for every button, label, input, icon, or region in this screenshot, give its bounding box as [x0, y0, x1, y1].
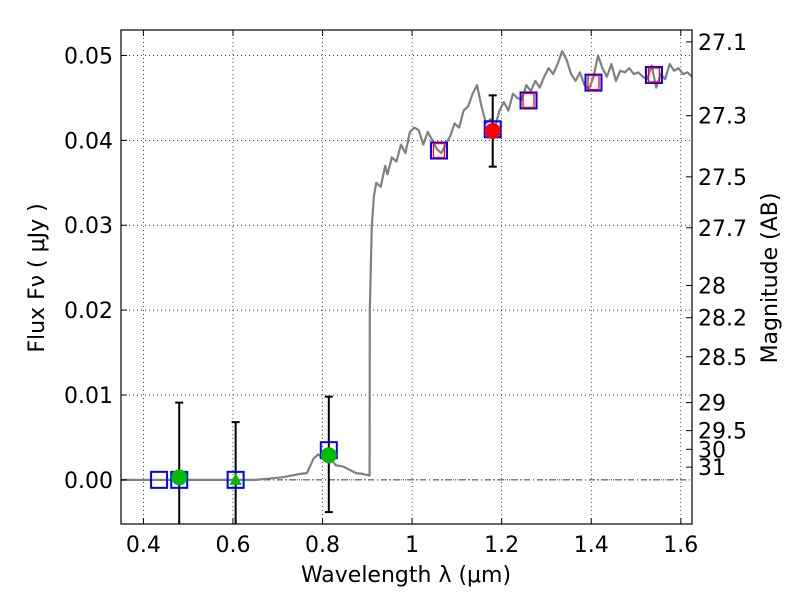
y-tick-label: 0.04: [64, 129, 113, 154]
model-flux-square: [150, 470, 169, 489]
x-tick-label: 0.6: [215, 533, 250, 558]
magnitude-tick-label: 27.5: [698, 166, 747, 191]
magnitude-tick-label: 27.3: [698, 105, 747, 130]
y-tick-label: 0.00: [64, 469, 113, 494]
y2-axis-title: Magnitude (AB): [758, 193, 783, 364]
observed-flux-point: [171, 469, 188, 486]
model-flux-square: [519, 91, 538, 110]
model-flux-square: [584, 73, 603, 92]
model-flux-square: [226, 470, 245, 489]
magnitude-tick-label: 30: [698, 438, 726, 463]
upper-limit-square: [587, 74, 600, 91]
x-axis-title: Wavelength λ (μm): [301, 563, 511, 588]
triangle-marker: [229, 472, 242, 485]
upper-limit-square: [432, 142, 446, 159]
magnitude-tick-label: 28.2: [698, 307, 747, 332]
sed-layer: [121, 50, 693, 481]
upper-limit-square: [647, 67, 661, 83]
y-axis-title: Flux Fν ( μJy ): [25, 203, 50, 352]
y-tick-label: 0.05: [64, 44, 113, 69]
observed-flux-point: [320, 447, 337, 464]
plot-frame: [120, 29, 693, 525]
magnitude-tick-label: 28: [698, 274, 726, 299]
model-flux-square: [429, 141, 448, 160]
x-tick-label: 1.6: [663, 533, 698, 558]
magnitude-tick-label: 29.5: [698, 420, 747, 445]
error-bars: [175, 94, 497, 524]
x-tick-label: 1.4: [574, 533, 609, 558]
model-sed-line: [121, 50, 693, 481]
magnitude-tick-label: 31: [698, 456, 726, 481]
tick-labels: 0.4 0.6 0.8 1 1.2 1.4 1.6 0.00 0.01 0.02 0.03 0.04 0…: [64, 31, 747, 558]
x-tick-label: 0.8: [305, 533, 340, 558]
x-tick-label: 1: [405, 533, 419, 558]
x-tick-label: 1.2: [484, 533, 519, 558]
ticks: [121, 30, 692, 524]
grid: [121, 30, 692, 524]
x-tick-label: 0.4: [126, 533, 161, 558]
magnitude-tick-label: 29: [698, 392, 726, 417]
observed-flux-point: [484, 123, 501, 140]
y-tick-label: 0.03: [64, 214, 113, 239]
y-tick-label: 0.01: [64, 384, 113, 409]
magnitude-tick-label: 27.1: [698, 31, 747, 56]
magnitude-tick-label: 28.5: [698, 346, 747, 371]
upper-limit-square: [522, 92, 535, 109]
magnitude-tick-label: 27.7: [698, 217, 747, 242]
model-flux-square: [644, 65, 663, 84]
y-tick-label: 0.02: [64, 299, 113, 324]
markers: [150, 65, 663, 489]
